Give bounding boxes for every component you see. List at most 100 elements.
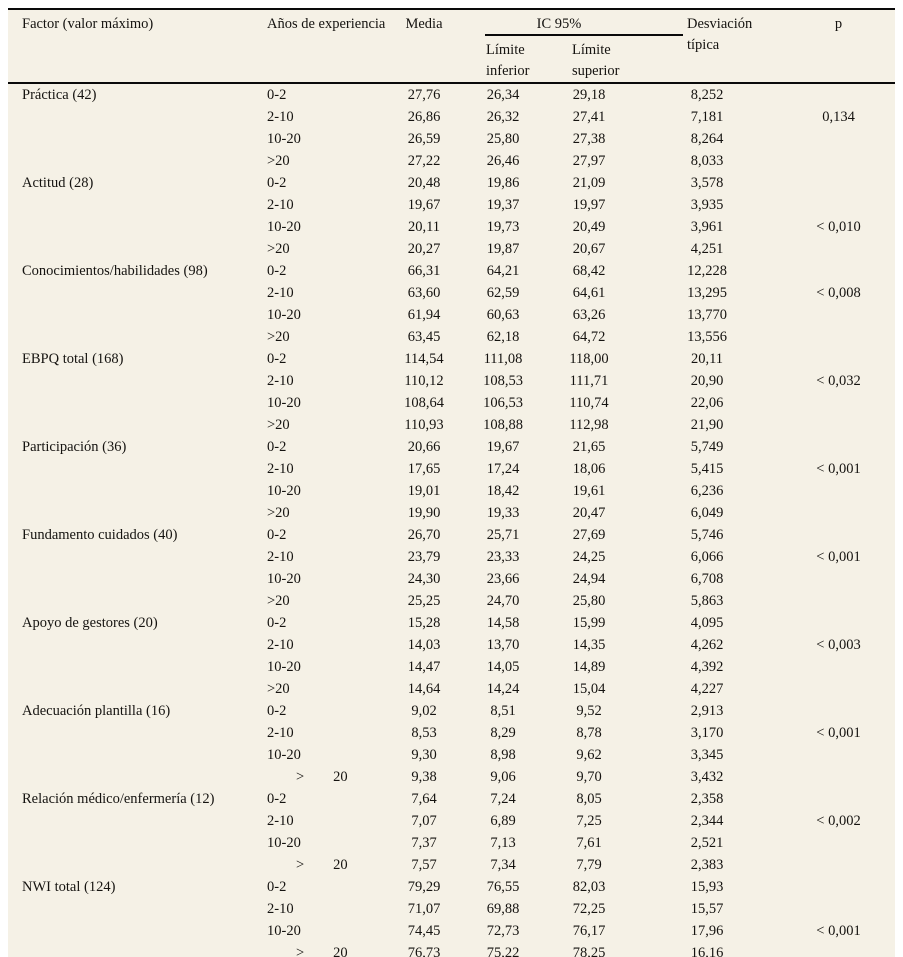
p-value-cell: < 0,002 (816, 813, 861, 829)
table-row: >20 27,22 26,46 27,97 8,033 (8, 150, 895, 172)
factor-cell: Actitud (28) (22, 175, 94, 191)
limite-inferior-cell: 24,70 (486, 593, 520, 609)
desviacion-tipica-cell: 4,095 (690, 615, 724, 631)
factor-cell (8, 238, 253, 260)
limite-inferior-cell: 26,34 (486, 87, 520, 103)
experience-cell: >20 (267, 329, 290, 345)
desviacion-tipica-cell: 2,358 (690, 791, 724, 807)
limite-inferior-cell: 7,34 (490, 857, 516, 873)
experience-cell: 0-2 (267, 351, 287, 367)
experience-cell: 10-20 (267, 219, 301, 235)
header-p-value: p (782, 10, 895, 84)
limite-inferior-cell: 62,18 (486, 329, 520, 345)
p-value-cell (782, 590, 895, 612)
p-value-cell (782, 876, 895, 898)
limite-superior-cell: 7,61 (576, 835, 602, 851)
factor-cell: Fundamento cuidados (40) (22, 527, 178, 543)
limite-superior-cell: 82,03 (572, 879, 606, 895)
p-value-cell: 0,134 (822, 109, 855, 125)
p-value-cell (782, 392, 895, 414)
p-value-cell (782, 480, 895, 502)
media-cell: 61,94 (407, 307, 441, 323)
factor-cell: Conocimientos/habilidades (98) (22, 263, 208, 279)
desviacion-tipica-cell: 2,344 (690, 813, 724, 829)
limite-superior-cell: 112,98 (569, 417, 609, 433)
factor-cell: Práctica (42) (22, 87, 97, 103)
factor-cell (8, 216, 253, 238)
desviacion-tipica-cell: 5,749 (690, 439, 724, 455)
limite-superior-cell: 18,06 (572, 461, 606, 477)
p-value-cell (782, 854, 895, 876)
p-value-cell (782, 942, 895, 957)
desviacion-tipica-cell: 8,252 (690, 87, 724, 103)
media-cell: 71,07 (407, 901, 441, 917)
experience-cell: 10-20 (267, 571, 301, 587)
limite-superior-cell: 7,79 (576, 857, 602, 873)
desviacion-tipica-cell: 4,227 (690, 681, 724, 697)
limite-superior-cell: 9,62 (576, 747, 602, 763)
desviacion-tipica-cell: 3,345 (690, 747, 724, 763)
experience-cell: 10-20 (267, 747, 301, 763)
experience-cell: 0-2 (267, 615, 287, 631)
media-cell: 76,73 (407, 945, 441, 957)
header-ic95: IC 95% (460, 10, 683, 36)
factor-cell (8, 326, 253, 348)
table-row: 10-20 74,45 72,73 76,17 17,96 < 0,001 (8, 920, 895, 942)
limite-superior-cell: 72,25 (572, 901, 606, 917)
limite-superior-cell: 19,61 (572, 483, 606, 499)
factor-cell (8, 304, 253, 326)
limite-superior-cell: 19,97 (572, 197, 606, 213)
desviacion-tipica-cell: 6,049 (690, 505, 724, 521)
limite-inferior-cell: 19,67 (486, 439, 520, 455)
limite-superior-cell: 15,99 (572, 615, 606, 631)
media-cell: 63,60 (407, 285, 441, 301)
factor-cell (8, 458, 253, 480)
desviacion-tipica-cell: 6,066 (690, 549, 724, 565)
table-row: 10-20 108,64 106,53 110,74 22,06 (8, 392, 895, 414)
limite-inferior-cell: 25,71 (486, 527, 520, 543)
desviacion-tipica-cell: 20,90 (690, 373, 724, 389)
media-cell: 9,38 (411, 769, 437, 785)
limite-superior-cell: 68,42 (572, 263, 606, 279)
p-value-cell (782, 348, 895, 370)
table-row: 10-20 9,30 8,98 9,62 3,345 (8, 744, 895, 766)
limite-inferior-cell: 7,13 (490, 835, 516, 851)
media-cell: 108,64 (404, 395, 444, 411)
limite-superior-cell: 110,74 (569, 395, 609, 411)
table-row: 2-10 7,07 6,89 7,25 2,344 < 0,002 (8, 810, 895, 832)
limite-superior-cell: 9,52 (576, 703, 602, 719)
limite-inferior-cell: 18,42 (486, 483, 520, 499)
desviacion-tipica-cell: 2,913 (690, 703, 724, 719)
media-cell: 26,70 (407, 527, 441, 543)
experience-cell: 2-10 (267, 725, 294, 741)
table-row: Conocimientos/habilidades (98) 0-2 66,31… (8, 260, 895, 282)
experience-cell: > 20 (267, 769, 348, 785)
desviacion-tipica-cell: 6,236 (690, 483, 724, 499)
media-cell: 74,45 (407, 923, 441, 939)
factor-cell (8, 106, 253, 128)
factor-cell (8, 942, 253, 957)
factor-cell (8, 414, 253, 436)
limite-superior-cell: 24,25 (572, 549, 606, 565)
table-row: Participación (36) 0-2 20,66 19,67 21,65… (8, 436, 895, 458)
desviacion-tipica-cell: 17,96 (690, 923, 724, 939)
p-value-cell (782, 83, 895, 106)
media-cell: 7,07 (411, 813, 437, 829)
media-cell: 17,65 (407, 461, 441, 477)
factor-cell (8, 920, 253, 942)
desviacion-tipica-cell: 6,708 (690, 571, 724, 587)
p-value-cell (782, 150, 895, 172)
media-cell: 9,30 (411, 747, 437, 763)
experience-cell: 2-10 (267, 197, 294, 213)
factor-cell: Relación médico/enfermería (12) (22, 791, 215, 807)
media-cell: 9,02 (411, 703, 437, 719)
experience-cell: >20 (267, 153, 290, 169)
limite-inferior-cell: 19,86 (486, 175, 520, 191)
p-value-cell (782, 832, 895, 854)
desviacion-tipica-cell: 3,578 (690, 175, 724, 191)
limite-superior-cell: 64,72 (572, 329, 606, 345)
limite-inferior-cell: 26,32 (486, 109, 520, 125)
factor-cell (8, 810, 253, 832)
p-value-cell (782, 194, 895, 216)
limite-inferior-cell: 60,63 (486, 307, 520, 323)
